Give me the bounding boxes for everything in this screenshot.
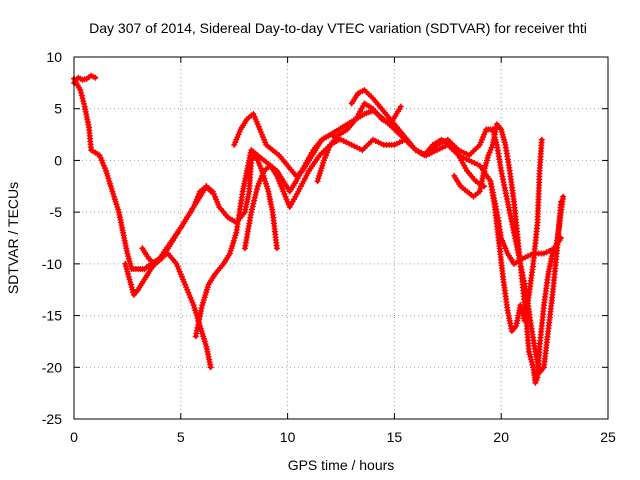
series-line (349, 88, 487, 189)
plus-marker (458, 148, 465, 155)
plus-marker (250, 200, 257, 207)
plus-marker (436, 145, 443, 152)
plus-marker (343, 139, 350, 146)
plus-marker (524, 253, 531, 260)
y-tick-label: 10 (46, 49, 62, 65)
plus-marker (434, 147, 441, 154)
plus-marker (460, 149, 467, 156)
plus-marker (254, 186, 260, 193)
y-axis-label: SDTVAR / TECUs (5, 182, 21, 294)
plus-marker (356, 145, 363, 152)
plus-marker (560, 193, 567, 200)
series-group (314, 100, 404, 185)
series-group (71, 75, 214, 371)
plus-marker (249, 206, 255, 213)
x-tick-label: 0 (70, 429, 78, 445)
plus-marker (79, 95, 86, 102)
x-tick-label: 5 (177, 429, 185, 445)
x-tick-label: 25 (600, 429, 616, 445)
plus-marker (391, 141, 398, 148)
plus-marker (251, 194, 258, 201)
plus-marker (522, 254, 529, 261)
series-group (231, 107, 564, 376)
plus-marker (543, 249, 550, 256)
plus-marker (77, 87, 84, 94)
chart-title: Day 307 of 2014, Sidereal Day-to-day VTE… (89, 20, 587, 36)
x-axis-label: GPS time / hours (288, 457, 395, 473)
plus-marker (78, 89, 85, 96)
plus-marker (348, 141, 355, 148)
plus-marker (346, 140, 352, 147)
y-tick-label: -10 (42, 256, 62, 272)
plus-marker (78, 92, 85, 99)
plus-marker (249, 203, 256, 210)
plus-marker (207, 188, 214, 195)
plus-marker (397, 103, 404, 110)
series-line (72, 76, 213, 370)
plus-marker (468, 158, 475, 165)
data-series (71, 72, 567, 386)
plus-marker (207, 364, 214, 371)
plot-frame (73, 56, 609, 420)
plus-marker (471, 160, 478, 166)
plus-marker (248, 209, 255, 216)
plus-marker (463, 156, 470, 163)
plus-marker (80, 98, 87, 105)
series-group (451, 121, 567, 386)
plus-marker (252, 191, 259, 198)
y-tick-label: 0 (54, 152, 62, 168)
y-tick-label: 5 (54, 101, 62, 117)
series-group (487, 136, 545, 335)
plus-marker (538, 136, 545, 143)
y-tick-label: -5 (50, 204, 63, 220)
plus-marker (396, 139, 403, 146)
plus-marker (92, 74, 99, 81)
x-tick-label: 20 (493, 429, 509, 445)
plus-marker (251, 197, 258, 204)
plus-marker (370, 136, 376, 143)
plus-marker (253, 189, 260, 195)
plus-marker (273, 245, 280, 252)
x-tick-label: 15 (387, 429, 403, 445)
plus-marker (372, 138, 379, 144)
plus-marker (354, 144, 360, 151)
series-group (139, 183, 214, 267)
grid (74, 57, 608, 419)
plus-marker (81, 100, 87, 107)
x-tick-label: 10 (280, 429, 296, 445)
axis-ticks: 0 5 10 15 20 25 -25 -20 -15 -10 -5 0 5 10 (42, 49, 616, 445)
series-group (348, 87, 488, 190)
series-group (241, 136, 342, 252)
plus-marker (463, 151, 470, 157)
plus-marker (378, 140, 384, 147)
y-tick-label: -20 (42, 359, 62, 375)
plus-marker (540, 250, 547, 257)
y-tick-label: -25 (42, 411, 62, 427)
y-tick-label: -15 (42, 308, 62, 324)
series-group (122, 152, 280, 298)
